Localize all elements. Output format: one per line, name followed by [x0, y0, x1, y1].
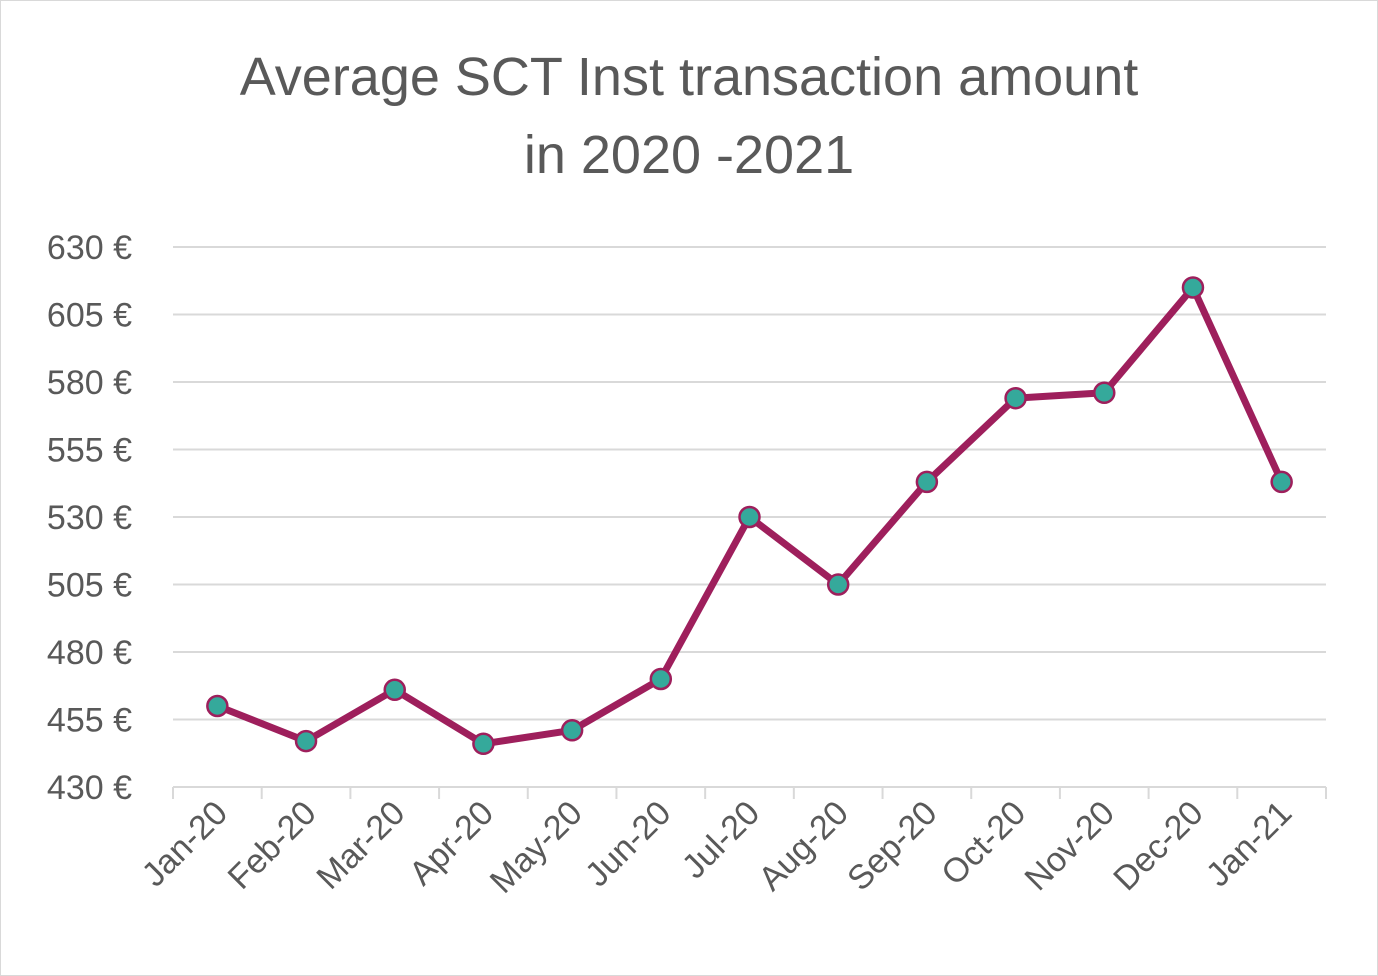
- x-tick-label: Feb-20: [221, 794, 324, 897]
- data-point: [206, 694, 229, 718]
- y-tick-label: 580 €: [47, 364, 132, 402]
- data-point: [1181, 276, 1205, 299]
- y-tick-label: 430 €: [47, 769, 132, 807]
- x-tick-label: Aug-20: [751, 794, 855, 898]
- y-tick-label: 505 €: [47, 567, 132, 605]
- x-tick-label: Jan-20: [135, 794, 235, 894]
- data-point: [738, 505, 761, 529]
- data-point: [560, 719, 584, 742]
- x-tick-label: May-20: [483, 794, 590, 901]
- x-tick-label: Mar-20: [309, 794, 412, 897]
- x-tick-label: Nov-20: [1018, 794, 1122, 898]
- x-tick-label: Jun-20: [578, 794, 678, 894]
- y-tick-label: 455 €: [47, 702, 132, 740]
- x-tick-label: Sep-20: [840, 794, 944, 898]
- data-point: [915, 470, 939, 494]
- x-tick-label: Oct-20: [934, 794, 1033, 893]
- data-point: [649, 667, 673, 691]
- y-tick-label: 480 €: [47, 634, 132, 672]
- x-tick-label: Dec-20: [1106, 794, 1210, 898]
- data-point: [1004, 386, 1027, 410]
- y-tick-label: 555 €: [47, 432, 132, 470]
- chart-title-line-2: in 2020 -2021: [524, 125, 854, 185]
- data-point: [383, 678, 406, 702]
- y-tick-label: 605 €: [47, 297, 132, 335]
- x-tick-label: Jan-21: [1199, 794, 1299, 894]
- data-point: [1093, 381, 1116, 405]
- data-point: [294, 729, 318, 753]
- y-tick-label: 530 €: [47, 499, 132, 537]
- data-point: [1270, 470, 1293, 494]
- chart-title-line-1: Average SCT Inst transaction amount: [240, 47, 1139, 107]
- y-tick-label: 630 €: [47, 229, 132, 267]
- data-point: [472, 732, 495, 756]
- data-point: [826, 573, 850, 596]
